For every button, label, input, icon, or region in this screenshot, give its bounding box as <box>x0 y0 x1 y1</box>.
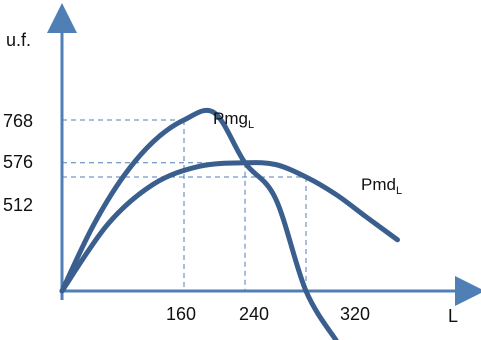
curves <box>59 107 400 340</box>
x-tick-160: 160 <box>166 304 196 324</box>
series-label-pmg-name: Pmg <box>213 109 248 128</box>
series-label-pmg: PmgL <box>213 109 254 131</box>
series-line-pmg <box>59 107 339 340</box>
series-label-pmd-subscript: L <box>396 185 402 197</box>
y-axis-title: u.f. <box>6 30 31 50</box>
guide-lines <box>62 119 307 291</box>
x-axis-title: L <box>448 306 458 326</box>
series-label-pmg-subscript: L <box>248 119 254 131</box>
y-tick-768: 768 <box>3 111 33 131</box>
series-label-pmd-name: Pmd <box>361 175 396 194</box>
y-tick-576: 576 <box>3 152 33 172</box>
y-tick-512: 512 <box>3 195 33 215</box>
x-tick-240: 240 <box>239 304 269 324</box>
series-line-pmd <box>59 160 400 294</box>
x-tick-320: 320 <box>340 304 370 324</box>
series-label-pmd: PmdL <box>361 175 402 197</box>
